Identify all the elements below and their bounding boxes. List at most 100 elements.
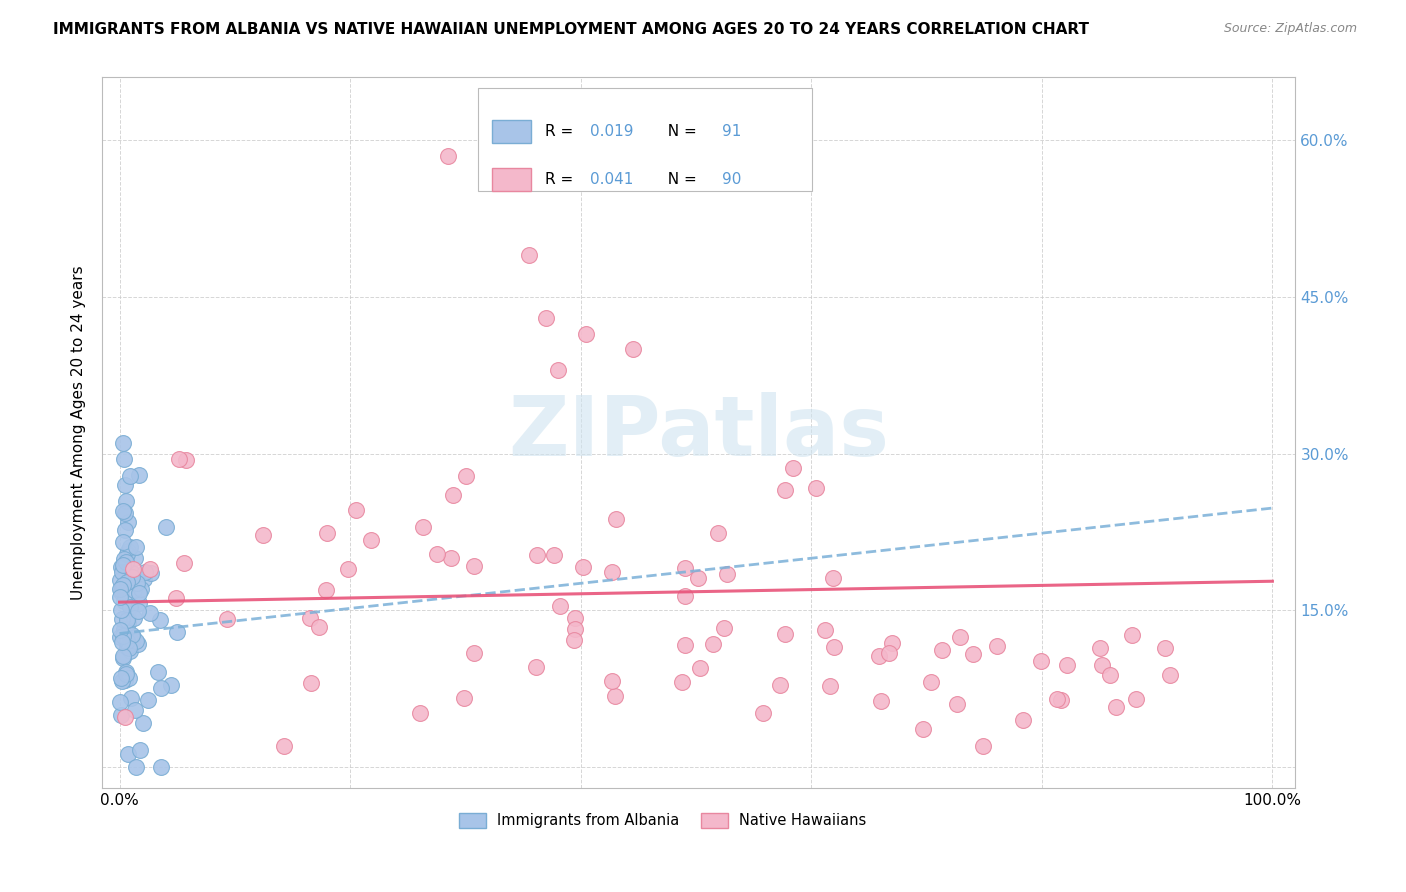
Point [600, 566, 623, 580]
Point [111, 580, 134, 594]
Point [426, 547, 449, 561]
Point [115, 667, 138, 681]
Point [111, 673, 134, 688]
Text: 90: 90 [721, 172, 741, 187]
Point [603, 689, 626, 703]
Point [124, 551, 146, 566]
Point [132, 715, 155, 730]
Point [118, 644, 141, 658]
Point [673, 561, 696, 575]
Point [125, 760, 148, 774]
Point [115, 665, 138, 679]
Point [882, 636, 904, 650]
Point [336, 562, 359, 576]
Point [1012, 713, 1035, 727]
Point [125, 634, 148, 648]
Point [298, 611, 321, 625]
Point [117, 547, 139, 561]
Point [115, 640, 138, 654]
Point [751, 706, 773, 721]
Point [823, 571, 845, 585]
Point [117, 544, 139, 558]
Point [526, 548, 548, 562]
Point [931, 642, 953, 657]
Point [911, 722, 934, 736]
Point [129, 743, 152, 757]
Point [138, 606, 160, 620]
Point [773, 627, 796, 641]
Point [920, 674, 942, 689]
Point [128, 596, 150, 610]
Point [868, 649, 890, 664]
Point [136, 692, 159, 706]
Point [118, 540, 141, 554]
Point [1046, 692, 1069, 706]
Point [112, 452, 135, 467]
Point [118, 671, 141, 685]
Point [707, 525, 730, 540]
Text: IMMIGRANTS FROM ALBANIA VS NATIVE HAWAIIAN UNEMPLOYMENT AMONG AGES 20 TO 24 YEAR: IMMIGRANTS FROM ALBANIA VS NATIVE HAWAII… [53, 22, 1090, 37]
Point [543, 548, 565, 562]
Point [782, 461, 804, 475]
Point [111, 436, 134, 450]
Point [112, 629, 135, 643]
Point [134, 565, 156, 579]
Point [117, 515, 139, 529]
Point [688, 572, 710, 586]
Point [174, 452, 197, 467]
Point [548, 599, 571, 613]
Point [1049, 693, 1071, 707]
Point [870, 694, 893, 708]
Point [122, 611, 145, 625]
Point [673, 639, 696, 653]
Point [121, 635, 143, 649]
Point [602, 673, 624, 688]
Point [946, 697, 969, 711]
Text: N =: N = [658, 172, 702, 187]
Point [1098, 668, 1121, 682]
Text: R =: R = [546, 124, 578, 139]
Text: 0.019: 0.019 [591, 124, 634, 139]
Point [173, 556, 195, 570]
Point [115, 574, 138, 589]
Point [316, 526, 339, 541]
Point [166, 625, 188, 640]
Text: ZIPatlas: ZIPatlas [509, 392, 890, 474]
Point [111, 503, 134, 517]
Point [440, 551, 463, 566]
Y-axis label: Unemployment Among Ages 20 to 24 years: Unemployment Among Ages 20 to 24 years [72, 266, 86, 600]
Point [986, 639, 1008, 653]
Point [456, 468, 478, 483]
Point [972, 739, 994, 754]
Point [564, 623, 586, 637]
Point [517, 248, 540, 262]
Point [121, 569, 143, 583]
Point [1056, 658, 1078, 673]
Point [252, 527, 274, 541]
Point [121, 566, 143, 580]
Text: R =: R = [546, 172, 578, 187]
Point [575, 326, 598, 341]
Point [453, 690, 475, 705]
Point [122, 567, 145, 582]
Point [122, 583, 145, 598]
Point [115, 555, 138, 569]
Point [1031, 654, 1053, 668]
Text: N =: N = [658, 124, 702, 139]
Point [1125, 691, 1147, 706]
Point [111, 648, 134, 663]
Point [572, 560, 595, 574]
Point [769, 678, 792, 692]
Point [124, 702, 146, 716]
Point [112, 622, 135, 636]
Point [120, 634, 142, 648]
Text: 91: 91 [721, 124, 741, 139]
Point [148, 665, 170, 679]
Point [111, 535, 134, 549]
Point [524, 660, 547, 674]
Point [1105, 700, 1128, 714]
Point [562, 632, 585, 647]
Point [122, 562, 145, 576]
Point [120, 468, 142, 483]
FancyBboxPatch shape [478, 88, 813, 191]
